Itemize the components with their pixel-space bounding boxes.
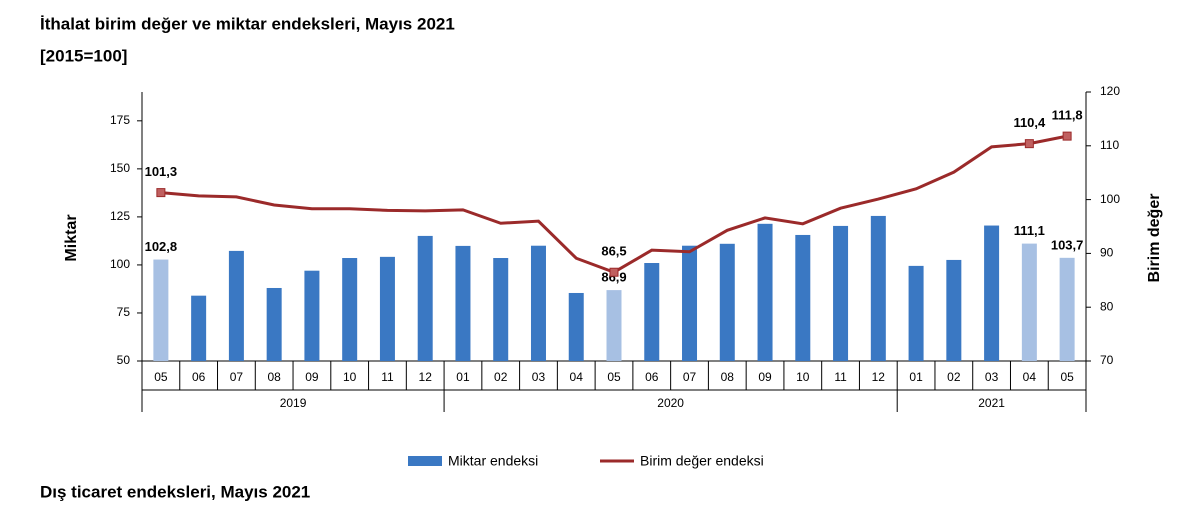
bar xyxy=(606,290,622,361)
y-axis-title: Miktar xyxy=(63,214,80,261)
bar xyxy=(191,295,207,361)
bar xyxy=(1059,257,1075,361)
x-tick-label: 12 xyxy=(419,370,433,384)
bar-value-label: 111,1 xyxy=(1014,223,1045,238)
line-value-label: 86,5 xyxy=(601,244,626,259)
x-tick-label: 09 xyxy=(758,370,772,384)
bar xyxy=(644,263,660,361)
bar xyxy=(568,292,584,361)
x-tick-label: 01 xyxy=(456,370,470,384)
bar xyxy=(984,225,1000,361)
x-tick-label: 05 xyxy=(1060,370,1074,384)
y-tick-label: 50 xyxy=(117,353,131,367)
bar xyxy=(455,245,471,361)
line-marker xyxy=(1024,139,1034,149)
x-tick-label: 08 xyxy=(267,370,281,384)
y-tick-label: 125 xyxy=(110,209,130,223)
y2-tick-label: 90 xyxy=(1100,246,1114,260)
x-tick-label: 04 xyxy=(1023,370,1037,384)
x-tick-label: 01 xyxy=(909,370,923,384)
line-marker xyxy=(156,188,166,198)
y-tick-label: 100 xyxy=(110,257,130,271)
x-tick-label: 07 xyxy=(230,370,244,384)
bar xyxy=(870,215,886,361)
bar xyxy=(266,287,282,361)
bar xyxy=(417,235,433,361)
bar-value-label: 86,9 xyxy=(601,270,626,285)
y2-tick-label: 70 xyxy=(1100,353,1114,367)
bar xyxy=(342,258,358,361)
bar xyxy=(153,259,169,361)
chart-subtitle: [2015=100] xyxy=(40,46,127,65)
x-tick-label: 04 xyxy=(570,370,584,384)
bar xyxy=(304,270,320,361)
x-tick-label: 03 xyxy=(985,370,999,384)
x-tick-label: 02 xyxy=(947,370,961,384)
line-marker xyxy=(1062,131,1072,141)
x-tick-label: 06 xyxy=(192,370,206,384)
group-label: 2020 xyxy=(657,396,684,410)
x-tick-label: 09 xyxy=(305,370,319,384)
bar xyxy=(946,259,962,361)
y-tick-label: 150 xyxy=(110,161,130,175)
x-tick-label: 08 xyxy=(721,370,735,384)
group-label: 2021 xyxy=(978,396,1005,410)
line-marker xyxy=(609,267,619,277)
chart-title: İthalat birim değer ve miktar endeksleri… xyxy=(40,14,455,33)
y2-tick-label: 100 xyxy=(1100,192,1120,206)
bar-value-label: 102,8 xyxy=(145,239,178,254)
x-tick-label: 02 xyxy=(494,370,508,384)
y2-tick-label: 120 xyxy=(1100,84,1120,98)
y2-tick-label: 80 xyxy=(1100,299,1114,313)
line-value-label: 110,4 xyxy=(1013,115,1046,130)
group-label: 2019 xyxy=(280,396,307,410)
x-tick-label: 11 xyxy=(381,370,394,384)
x-tick-label: 12 xyxy=(872,370,886,384)
chart-footer: Dış ticaret endeksleri, Mayıs 2021 xyxy=(40,482,310,501)
bar xyxy=(493,258,509,361)
x-tick-label: 07 xyxy=(683,370,697,384)
bar xyxy=(795,234,811,361)
legend-swatch xyxy=(408,456,442,466)
x-tick-label: 06 xyxy=(645,370,659,384)
bar xyxy=(833,225,849,361)
y-tick-label: 175 xyxy=(110,113,130,127)
bar xyxy=(1021,243,1037,361)
x-tick-label: 05 xyxy=(154,370,168,384)
legend-label: Birim değer endeksi xyxy=(640,453,764,469)
legend-label: Miktar endeksi xyxy=(448,453,538,469)
y2-tick-label: 110 xyxy=(1100,138,1119,152)
x-tick-label: 10 xyxy=(343,370,357,384)
bar xyxy=(908,265,924,361)
x-tick-label: 03 xyxy=(532,370,546,384)
bar xyxy=(719,243,735,361)
bar xyxy=(530,245,546,361)
x-tick-label: 11 xyxy=(834,370,847,384)
bar xyxy=(379,256,395,361)
bar xyxy=(757,223,773,361)
line-value-label: 101,3 xyxy=(145,164,178,179)
y-tick-label: 75 xyxy=(117,305,131,319)
bar xyxy=(682,245,698,361)
x-tick-label: 10 xyxy=(796,370,810,384)
line-value-label: 111,8 xyxy=(1052,108,1083,123)
bar-value-label: 103,7 xyxy=(1051,237,1084,252)
x-tick-label: 05 xyxy=(607,370,621,384)
bar xyxy=(228,250,244,361)
y2-axis-title: Birim değer xyxy=(1146,194,1163,283)
